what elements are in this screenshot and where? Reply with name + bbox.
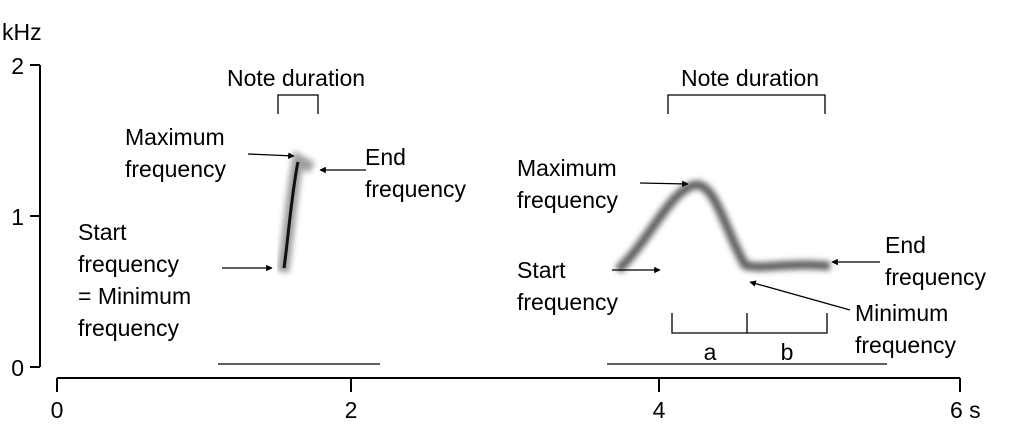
annotation: End (885, 232, 926, 258)
brackets (277, 94, 828, 334)
trace-1 (277, 150, 315, 273)
y-tick-label: 2 (11, 53, 24, 79)
annotation: frequency (885, 264, 987, 290)
y-unit: kHz (2, 19, 42, 45)
bracket (671, 313, 828, 334)
annotation: frequency (125, 156, 227, 182)
x-tick-label: 2 (345, 397, 358, 423)
annotation: = Minimum (78, 283, 191, 309)
axes (30, 64, 961, 392)
arrow (639, 180, 689, 188)
annotation: b (781, 339, 794, 365)
x-tick-label: 4 (653, 397, 666, 423)
y-tick-label: 1 (11, 204, 24, 230)
annotation: Start (517, 257, 566, 283)
annotation: Minimum (855, 300, 948, 326)
annotation: frequency (517, 289, 619, 315)
bracket (277, 94, 319, 114)
annotation: frequency (78, 251, 180, 277)
annotation: frequency (78, 315, 180, 341)
arrow (749, 280, 851, 311)
annotation: Note duration (681, 65, 819, 91)
annotation: Maximum (125, 124, 225, 150)
x-axis (56, 377, 961, 392)
x-tick-label: 6 s (950, 397, 981, 423)
trace-1-core (282, 161, 300, 269)
annotation: a (704, 339, 717, 365)
trace-2 (614, 180, 831, 274)
spectrogram (277, 150, 831, 274)
annotation: frequency (365, 176, 467, 202)
annotation: End (365, 144, 406, 170)
annotation: Maximum (517, 155, 617, 181)
arrows (222, 152, 880, 311)
annotation: Note duration (227, 65, 365, 91)
x-tick-label: 0 (51, 397, 64, 423)
annotation: frequency (855, 332, 957, 358)
arrow (247, 152, 295, 159)
annotation: frequency (517, 187, 619, 213)
y-axis (30, 64, 41, 368)
bracket (667, 94, 826, 114)
annotation: Start (78, 219, 127, 245)
y-tick-label: 0 (11, 355, 24, 381)
